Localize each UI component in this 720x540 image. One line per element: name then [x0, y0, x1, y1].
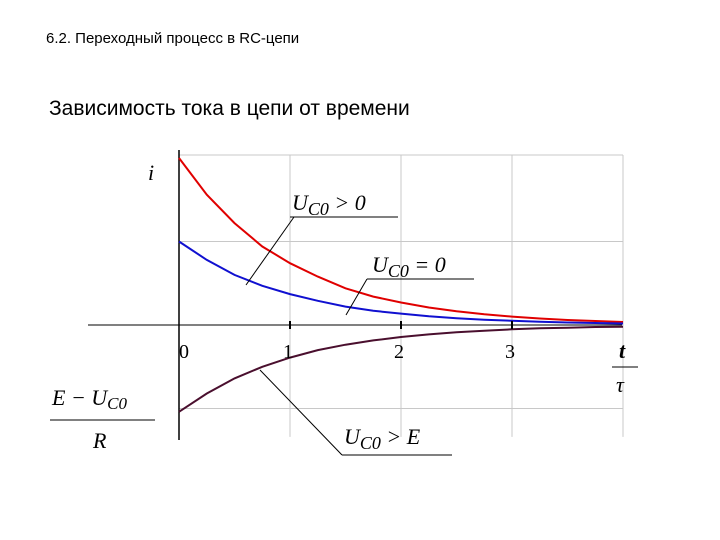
series-label-rest-2: > E — [381, 424, 421, 449]
series-label-sub-2: C0 — [360, 433, 381, 453]
series-layer — [178, 157, 624, 413]
x-tick-label-1: 1 — [283, 341, 293, 363]
series-label-0: UC0 > 0 — [292, 190, 366, 219]
x-tick-labels: 0 1 2 3 — [179, 321, 515, 363]
series-label-leader-1 — [345, 278, 368, 316]
x-axis-label: t τ — [612, 338, 638, 397]
series-line-2 — [178, 325, 624, 413]
series-label-main-1: U — [372, 252, 390, 277]
slide-subtitle: Зависимость тока в цепи от времени — [49, 97, 410, 120]
y-marker-numerator-sub: C0 — [107, 394, 127, 413]
y-marker-numerator-main: E − U — [51, 385, 109, 410]
y-marker-denominator: R — [92, 428, 107, 453]
series-label-sub-1: C0 — [388, 261, 409, 281]
y-axis-label: i — [148, 160, 154, 185]
series-line-1 — [178, 240, 624, 325]
x-axis-label-numerator: t — [619, 338, 626, 363]
series-label-main-0: U — [292, 190, 310, 215]
y-marker-numerator: E − UC0 — [51, 385, 128, 413]
series-label-sub-0: C0 — [308, 199, 329, 219]
series-label-leader-0 — [245, 216, 295, 286]
slide-header: 6.2. Переходный процесс в RC-цепи — [46, 30, 300, 47]
grid — [179, 154, 624, 437]
x-tick-label-3: 3 — [505, 341, 515, 363]
x-tick-label-2: 2 — [394, 341, 404, 363]
series-label-rest-0: > 0 — [329, 190, 366, 215]
series-label-leader-2 — [259, 369, 343, 456]
series-line-0 — [178, 157, 624, 323]
series-label-main-2: U — [344, 424, 362, 449]
series-label-rest-1: = 0 — [409, 252, 446, 277]
series-label-1: UC0 = 0 — [372, 252, 446, 281]
x-axis-label-denominator: τ — [616, 372, 625, 397]
series-label-2: UC0 > E — [344, 424, 421, 453]
y-marker-label: E − UC0 R — [50, 385, 155, 453]
x-tick-label-0: 0 — [179, 341, 189, 363]
